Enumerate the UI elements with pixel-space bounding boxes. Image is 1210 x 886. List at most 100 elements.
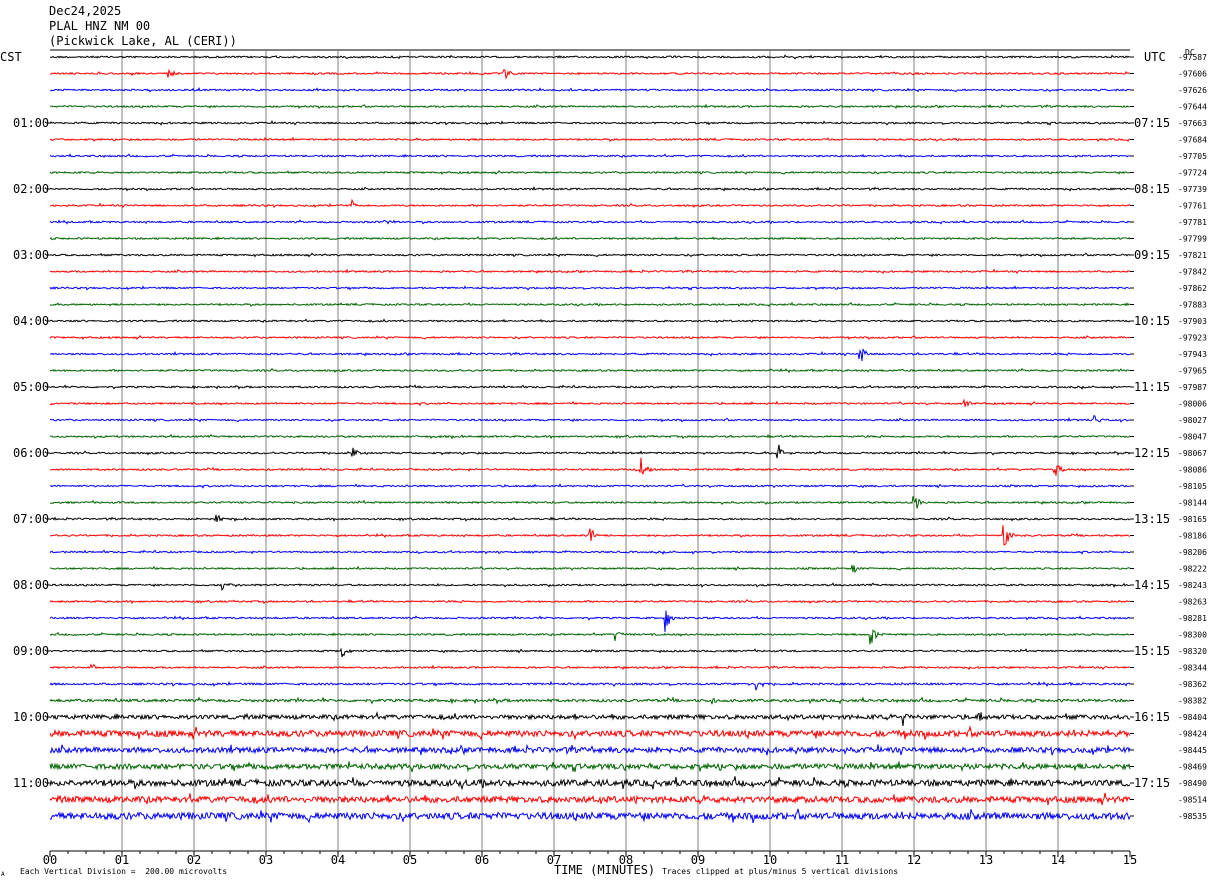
seismic-trace-31 [49,564,1131,574]
trace-offset-label: -97724 [1178,169,1207,178]
header-location: (Pickwick Lake, AL (CERI)) [49,34,237,48]
seismic-trace-32 [49,582,1131,591]
seismic-trace-22 [49,414,1131,423]
trace-offset-label: -97626 [1178,86,1207,95]
trace-offset-label: -98404 [1178,713,1207,722]
scale-note: Each Vertical Division = 200.00 microvol… [20,867,228,876]
seismic-trace-10 [49,219,1131,225]
seismic-trace-26 [49,483,1131,489]
right-hour-label: 17:15 [1134,776,1170,790]
trace-offset-label: -97799 [1178,235,1207,244]
x-tick-label: 05 [403,853,417,867]
trace-offset-label: -98243 [1178,581,1207,590]
seismic-trace-4 [49,120,1131,126]
trace-offset-label: -98144 [1178,499,1207,508]
seismic-trace-24 [49,444,1131,459]
seismic-trace-29 [49,525,1131,546]
trace-offset-label: -98514 [1178,796,1207,805]
seismic-trace-27 [49,496,1131,509]
right-hour-label: 13:15 [1134,512,1170,526]
seismic-trace-30 [49,549,1130,555]
seismic-trace-7 [49,169,1131,176]
trace-offset-label: -98320 [1178,647,1207,656]
left-timezone-label: CST [0,50,22,64]
trace-offset-label: -97587 [1178,53,1207,62]
header-date: Dec24,2025 [49,4,122,18]
x-tick-label: 08 [619,853,633,867]
seismic-trace-28 [49,514,1131,523]
x-tick-label: 07 [547,853,561,867]
trace-offset-label: -97821 [1178,251,1207,260]
trace-offset-label: -97644 [1178,103,1207,112]
trace-offset-label: -97739 [1178,185,1207,194]
right-hour-label: 12:15 [1134,446,1170,460]
seismic-trace-2 [49,87,1131,93]
seismic-trace-21 [49,398,1130,408]
trace-offset-label: -97684 [1178,136,1207,145]
x-tick-label: 06 [475,853,489,867]
seismic-trace-0 [50,54,1131,60]
trace-offset-label: -97781 [1178,218,1207,227]
trace-offset-label: -97606 [1178,70,1207,79]
right-hour-label: 16:15 [1134,710,1170,724]
seismic-trace-19 [49,367,1131,374]
left-hour-label: 01:00 [13,116,49,130]
left-hour-label: 07:00 [13,512,49,526]
trace-offset-label: -98424 [1178,730,1207,739]
trace-offset-label: -97903 [1178,317,1207,326]
trace-offset-label: -98535 [1178,812,1207,821]
trace-offset-label: -98027 [1178,416,1207,425]
x-tick-label: 13 [979,853,993,867]
x-tick-label: 14 [1051,853,1065,867]
seismic-trace-36 [49,647,1131,658]
trace-offset-label: -98362 [1178,680,1207,689]
seismic-trace-39 [49,696,1131,705]
seismic-trace-23 [49,433,1131,440]
seismic-trace-34 [49,610,1131,633]
trace-offset-label: -97663 [1178,119,1207,128]
seismic-trace-42 [49,743,1131,756]
seismic-trace-5 [49,136,1131,142]
trace-offset-label: -98300 [1178,631,1207,640]
seismic-trace-35 [49,629,1130,645]
left-hour-label: 10:00 [13,710,49,724]
seismic-trace-14 [49,285,1131,291]
trace-offset-label: -97761 [1178,202,1207,211]
right-hour-label: 15:15 [1134,644,1170,658]
seismic-trace-45 [49,792,1131,806]
right-hour-label: 07:15 [1134,116,1170,130]
trace-offset-label: -98067 [1178,449,1207,458]
right-hour-label: 14:15 [1134,578,1170,592]
seismic-trace-11 [49,236,1131,241]
right-hour-label: 10:15 [1134,314,1170,328]
trace-offset-label: -97965 [1178,367,1207,376]
trace-offset-label: -98222 [1178,565,1207,574]
trace-offset-label: -98263 [1178,598,1207,607]
x-tick-label: 10 [763,853,777,867]
seismic-trace-8 [49,185,1130,192]
x-tick-label: 04 [331,853,345,867]
left-hour-label: 09:00 [13,644,49,658]
right-timezone-label: UTC [1144,50,1166,64]
trace-offset-label: -97862 [1178,284,1207,293]
seismic-trace-17 [49,334,1131,341]
left-hour-label: 02:00 [13,182,49,196]
x-tick-label: 02 [187,853,201,867]
seismic-trace-6 [49,153,1131,158]
trace-offset-label: -98206 [1178,548,1207,557]
trace-offset-label: -98006 [1178,400,1207,409]
trace-offset-label: -98445 [1178,746,1207,755]
trace-offset-label: -97842 [1178,268,1207,277]
trace-offset-label: -97987 [1178,383,1207,392]
seismic-trace-20 [49,384,1131,390]
trace-offset-label: -97923 [1178,334,1207,343]
trace-offset-label: -98490 [1178,779,1207,788]
right-hour-label: 08:15 [1134,182,1170,196]
seismic-trace-37 [49,663,1131,671]
trace-offset-label: -98186 [1178,532,1207,541]
x-axis-label: TIME (MINUTES) [554,863,656,877]
left-hour-label: 11:00 [13,776,49,790]
trace-offset-label: -97943 [1178,350,1207,359]
seismic-trace-1 [49,68,1131,80]
